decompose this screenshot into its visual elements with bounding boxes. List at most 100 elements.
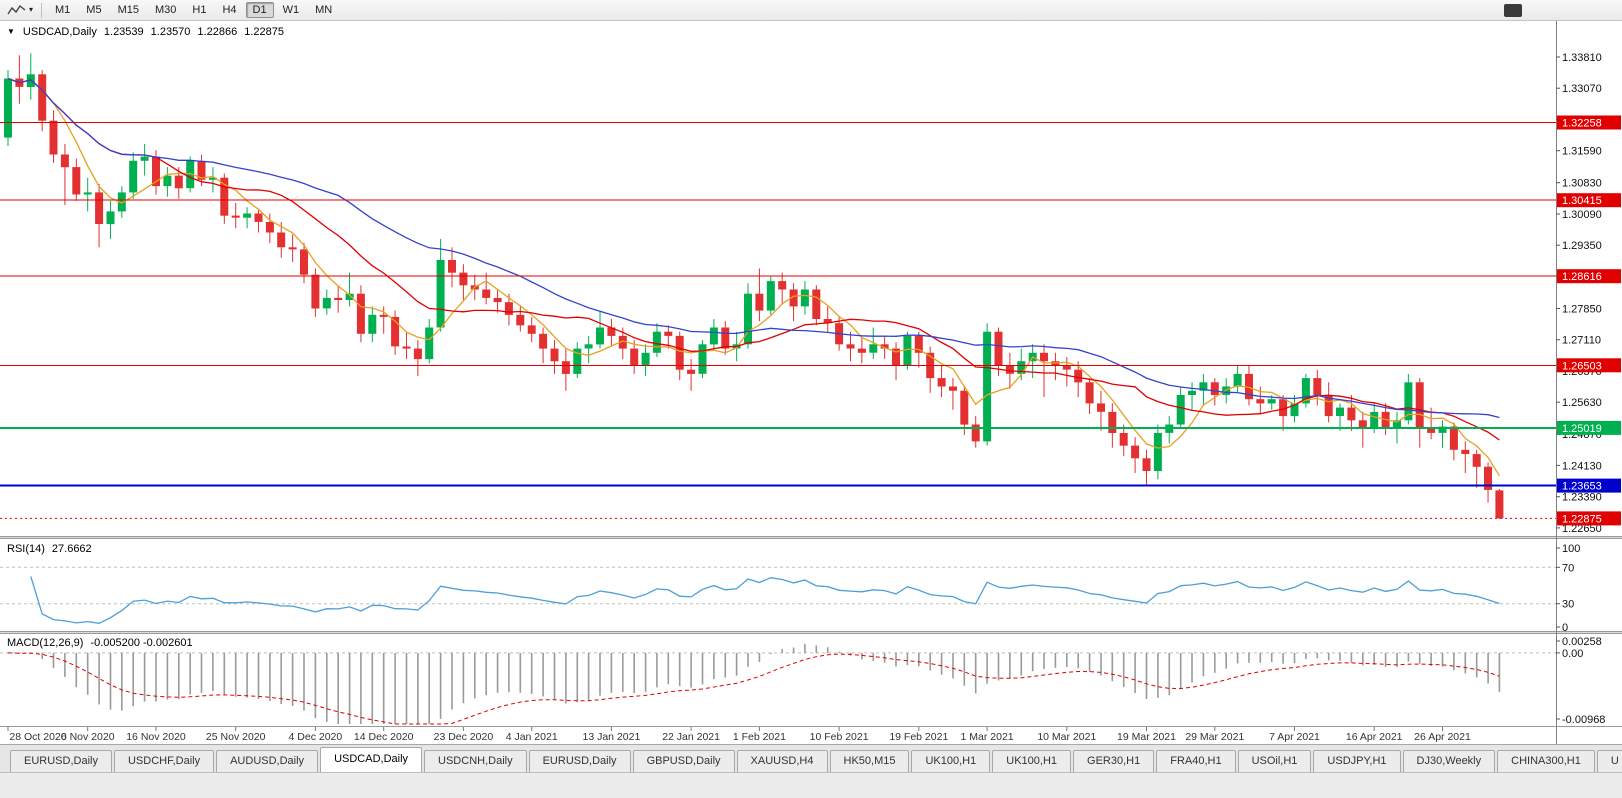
macd-bar bbox=[1293, 652, 1296, 664]
candle-body bbox=[391, 316, 400, 347]
chart-type-icon[interactable]: ▾ bbox=[4, 3, 36, 17]
chart-tab-11-ger30-h1[interactable]: GER30,H1 bbox=[1073, 750, 1155, 772]
macd-signal-line bbox=[7, 652, 1500, 725]
macd-bar bbox=[1339, 652, 1341, 661]
macd-bar bbox=[1157, 652, 1159, 698]
timeframe-button-h4[interactable]: H4 bbox=[222, 4, 237, 16]
macd-bar bbox=[508, 652, 510, 693]
macd-bar bbox=[724, 652, 727, 678]
macd-bar bbox=[439, 652, 442, 719]
chart-tab-8-hk50-m15[interactable]: HK50,M15 bbox=[829, 750, 910, 772]
candle-body bbox=[436, 260, 445, 328]
chart-tab-16-china300-h1[interactable]: CHINA300,H1 bbox=[1497, 750, 1595, 772]
timeframe-button-w1[interactable]: W1 bbox=[282, 4, 300, 16]
macd-bar bbox=[64, 652, 66, 677]
chart-tab-1-usdchf-daily[interactable]: USDCHF,Daily bbox=[113, 750, 215, 772]
chart-tabs-list: EURUSD,Daily USDCHF,Daily AUDUSD,Daily USDC… bbox=[10, 747, 1622, 772]
macd-bar bbox=[269, 652, 271, 701]
macd-bar bbox=[701, 652, 704, 685]
macd-bar bbox=[41, 652, 43, 659]
chart-tab-6-gbpusd-daily[interactable]: GBPUSD,Daily bbox=[632, 750, 735, 772]
low-value: 1.22866 bbox=[197, 26, 238, 38]
pane-divider[interactable] bbox=[0, 536, 1622, 539]
macd-bar bbox=[1100, 652, 1102, 676]
price-tick-label: 1.22650 bbox=[1562, 523, 1602, 535]
rsi-line bbox=[30, 576, 1500, 624]
candle-body bbox=[356, 293, 365, 334]
macd-bar bbox=[918, 652, 920, 667]
macd-bar bbox=[1373, 652, 1375, 665]
chart-tab-14-usdjpy-h1[interactable]: USDJPY,H1 bbox=[1313, 750, 1401, 772]
time-tick-label: 7 Apr 2021 bbox=[1269, 731, 1320, 743]
timeframe-button-m1[interactable]: M1 bbox=[55, 4, 71, 16]
macd-bar bbox=[496, 652, 499, 693]
candle-body bbox=[1119, 433, 1128, 446]
macd-bar bbox=[895, 652, 897, 667]
window-icon[interactable] bbox=[1504, 4, 1522, 17]
candle-body bbox=[527, 325, 536, 334]
chart-tab-5-eurusd-daily[interactable]: EURUSD,Daily bbox=[528, 750, 631, 772]
time-tick-label: 19 Mar 2021 bbox=[1117, 731, 1176, 743]
macd-bar bbox=[974, 652, 977, 694]
pane-divider[interactable] bbox=[0, 631, 1622, 634]
candle-body bbox=[300, 249, 308, 275]
chart-tab-9-uk100-h1[interactable]: UK100,H1 bbox=[911, 750, 991, 772]
timeframe-button-mn[interactable]: MN bbox=[315, 4, 333, 16]
candle-body bbox=[72, 167, 81, 195]
chart-tab-12-fra40-h1[interactable]: FRA40,H1 bbox=[1156, 750, 1236, 772]
timeframe-button-d1[interactable]: D1 bbox=[245, 2, 274, 18]
macd-bar bbox=[826, 647, 829, 653]
candle-body bbox=[265, 222, 274, 233]
candle-body bbox=[755, 293, 764, 311]
collapse-icon[interactable]: ▼ bbox=[7, 27, 15, 36]
candle-body bbox=[1381, 411, 1390, 429]
macd-bar bbox=[1111, 652, 1114, 682]
chart-tab-3-usdcad-daily[interactable]: USDCAD,Daily bbox=[320, 747, 423, 772]
chart-tab-13-usoil-h1[interactable]: USOil,H1 bbox=[1237, 750, 1312, 772]
candle-body bbox=[1393, 420, 1401, 429]
macd-bar bbox=[713, 652, 715, 680]
chart-tab-2-audusd-daily[interactable]: AUDUSD,Daily bbox=[216, 750, 319, 772]
timeframe-button-m15[interactable]: M15 bbox=[117, 4, 139, 16]
chart-canvas[interactable]: 1.338101.330701.323301.315901.308301.300… bbox=[0, 0, 1622, 744]
badge-rect bbox=[1557, 358, 1621, 373]
macd-bar bbox=[656, 652, 658, 688]
macd-bar bbox=[1168, 652, 1171, 696]
timeframe-button-m5[interactable]: M5 bbox=[86, 4, 102, 16]
candle-body bbox=[1005, 365, 1014, 374]
candle-body bbox=[95, 192, 104, 224]
candle-body bbox=[812, 289, 821, 319]
macd-bar bbox=[189, 652, 191, 695]
candle-body bbox=[857, 348, 866, 353]
price-tick-label: 1.31590 bbox=[1562, 146, 1602, 158]
chart-tab-7-xauusd-h4[interactable]: XAUUSD,H4 bbox=[736, 750, 828, 772]
macd-bar bbox=[1009, 652, 1011, 679]
candle-body bbox=[1108, 411, 1117, 433]
price-tick-label: 1.23390 bbox=[1562, 492, 1602, 504]
chart-tab-10-uk100-h1[interactable]: UK100,H1 bbox=[992, 750, 1072, 772]
badge-rect bbox=[1557, 269, 1621, 284]
macd-bar bbox=[1407, 652, 1410, 662]
chart-tab-15-dj30-weekly[interactable]: DJ30,Weekly bbox=[1402, 750, 1496, 772]
chart-tab-4-usdcnh-daily[interactable]: USDCNH,Daily bbox=[424, 750, 527, 772]
candle-body bbox=[892, 348, 900, 366]
chart-tab-0-eurusd-daily[interactable]: EURUSD,Daily bbox=[10, 750, 112, 772]
candle-body bbox=[550, 348, 559, 362]
toolbar: ▾ M1 M5 M15 M30 H1 H4 D1 W1 MN bbox=[0, 0, 1622, 21]
candle-body bbox=[1062, 365, 1071, 370]
macd-bar bbox=[553, 652, 556, 700]
candle-body bbox=[937, 378, 946, 387]
timeframe-button-h1[interactable]: H1 bbox=[192, 4, 207, 16]
candle-body bbox=[1449, 426, 1458, 450]
macd-bar bbox=[1054, 652, 1057, 668]
timeframe-button-m30[interactable]: M30 bbox=[154, 4, 177, 16]
chart-tab-17-u[interactable]: U bbox=[1596, 750, 1622, 772]
macd-bar bbox=[405, 652, 408, 724]
macd-bar bbox=[678, 652, 681, 686]
candle-body bbox=[1358, 420, 1367, 429]
rsi-scale[interactable]: 100 70 30 0 bbox=[1556, 543, 1580, 634]
candle-body bbox=[641, 352, 650, 366]
candle-body bbox=[1472, 454, 1481, 467]
